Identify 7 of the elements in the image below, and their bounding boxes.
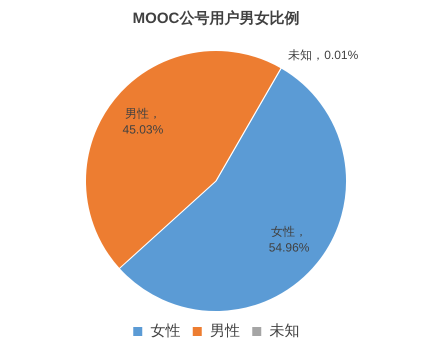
data-label: 女性，54.96% (268, 224, 310, 254)
data-label: 未知，0.01% (288, 48, 359, 62)
legend-label: 男性 (210, 322, 240, 340)
legend-label: 未知 (269, 322, 300, 340)
chart-title: MOOC公号用户男女比例 (132, 9, 300, 28)
data-label: 男性，45.03% (122, 106, 164, 136)
legend-label: 女性 (150, 322, 180, 340)
